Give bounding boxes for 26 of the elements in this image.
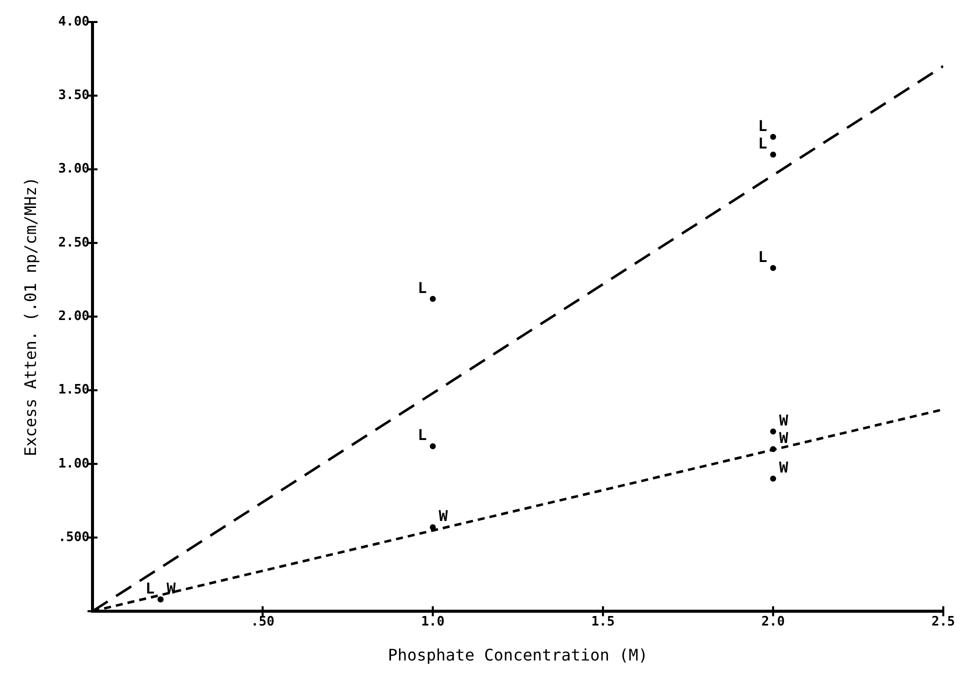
x-tick-label: 1.5 <box>591 614 615 630</box>
y-axis-title: Excess Atten. (.01 np/cm/MHz) <box>20 176 40 456</box>
x-axis-title: Phosphate Concentration (M) <box>388 646 648 665</box>
text: W <box>779 429 788 448</box>
text: W <box>438 507 448 526</box>
y-tick-label: 2.00 <box>58 308 90 324</box>
y-tick-label: 2.50 <box>58 235 90 250</box>
y-tick-label: 3.00 <box>58 162 90 177</box>
x-tick-label: .50 <box>250 614 275 630</box>
x-tick-label: 2.0 <box>761 614 786 630</box>
y-tick-label: 3.50 <box>58 88 90 104</box>
y-tick-label: 4.00 <box>58 14 90 30</box>
series-label: L <box>418 426 427 444</box>
series-label: W <box>779 411 790 430</box>
text: L <box>146 579 155 598</box>
y-tick-label: 1.50 <box>58 382 90 398</box>
text: L <box>758 248 768 266</box>
text: L <box>758 134 768 152</box>
text: L <box>418 278 427 297</box>
x-tick-label: 1.0 <box>421 614 445 630</box>
y-tick-label: 1.00 <box>58 456 90 472</box>
y-tick-label: .500 <box>58 530 90 545</box>
text: W <box>779 458 788 477</box>
text: W <box>166 579 176 598</box>
text: L <box>758 116 768 135</box>
x-tick-label: 2.5 <box>932 614 955 630</box>
